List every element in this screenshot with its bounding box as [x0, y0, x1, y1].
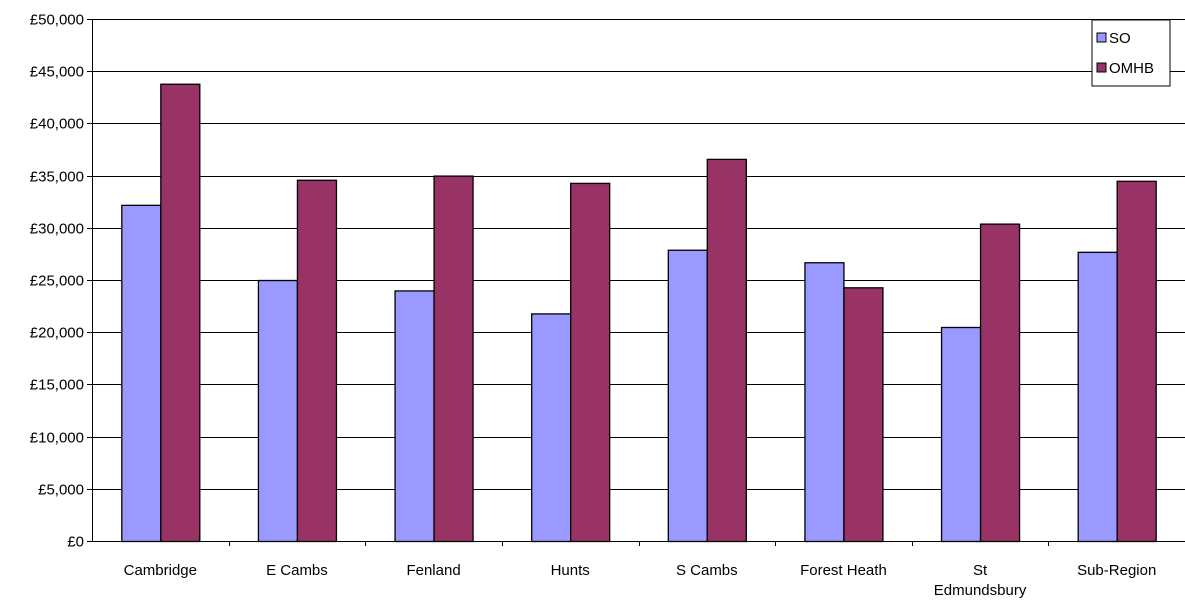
legend-swatch-omhb	[1096, 62, 1107, 73]
bar-so-7	[1077, 251, 1118, 543]
x-tick-label: Sub-Region	[1077, 562, 1156, 579]
x-tick-label: E Cambs	[266, 562, 328, 579]
x-tick-label-line: Edmundsbury	[934, 582, 1027, 599]
legend-box	[1091, 19, 1171, 87]
bar-so-0	[121, 204, 162, 543]
x-tick-label-line: Forest Heath	[800, 562, 887, 579]
bar-omhb-6	[979, 223, 1021, 543]
x-tick-label: Forest Heath	[800, 562, 887, 579]
bar-omhb-0	[160, 83, 201, 543]
legend-label-omhb: OMHB	[1109, 60, 1154, 77]
y-tick-label: £5,000	[38, 482, 84, 499]
axes	[92, 19, 1185, 542]
y-tick-label: £25,000	[30, 273, 84, 290]
y-tick-label: £10,000	[30, 430, 84, 447]
bar-so-5	[804, 262, 845, 543]
x-tick-label: Fenland	[406, 562, 460, 579]
x-tick-label-line: St	[973, 562, 988, 579]
x-tick-label-line: S Cambs	[676, 562, 738, 579]
x-tick-label: St Edmundsbury	[934, 562, 1027, 599]
legend-swatch-so	[1096, 32, 1107, 43]
bar-so-2	[394, 290, 435, 543]
bar-omhb-7	[1116, 180, 1157, 543]
x-tick-label: Hunts	[551, 562, 590, 579]
x-tick-label: S Cambs	[676, 562, 738, 579]
y-axis-ticks: £0 £5,000 £10,000 £15,000 £20,000 £25,000 £30,…	[30, 12, 92, 551]
bar-omhb-4	[706, 158, 747, 543]
bar-omhb-1	[296, 179, 338, 543]
x-tick-label-line: E Cambs	[266, 562, 328, 579]
bar-omhb-2	[433, 175, 474, 543]
y-tick-label: £0	[67, 534, 84, 551]
x-tick-label-line: Cambridge	[124, 562, 197, 579]
x-tick-label-line: Fenland	[406, 562, 460, 579]
y-tick-label: £50,000	[30, 12, 84, 29]
bars	[121, 83, 1157, 543]
y-tick-label: £30,000	[30, 221, 84, 238]
legend: SO OMHB	[1091, 19, 1171, 87]
x-tick-label-line: Hunts	[551, 562, 590, 579]
x-tick-label: Cambridge	[124, 562, 197, 579]
gridlines	[92, 19, 1185, 490]
x-tick-label-line: Sub-Region	[1077, 562, 1156, 579]
bar-so-4	[667, 249, 708, 543]
x-axis-ticks: Cambridge E Cambs Fenland Hunts S Cambs Fores…	[124, 541, 1156, 599]
bar-omhb-3	[570, 182, 611, 543]
y-tick-label: £45,000	[30, 64, 84, 81]
bar-omhb-5	[843, 287, 884, 543]
y-tick-label: £20,000	[30, 325, 84, 342]
legend-label-so: SO	[1109, 30, 1131, 47]
y-tick-label: £40,000	[30, 116, 84, 133]
bar-so-3	[531, 313, 572, 543]
bar-so-6	[940, 326, 982, 543]
y-tick-label: £15,000	[30, 377, 84, 394]
bar-so-1	[257, 279, 299, 543]
y-tick-label: £35,000	[30, 169, 84, 186]
